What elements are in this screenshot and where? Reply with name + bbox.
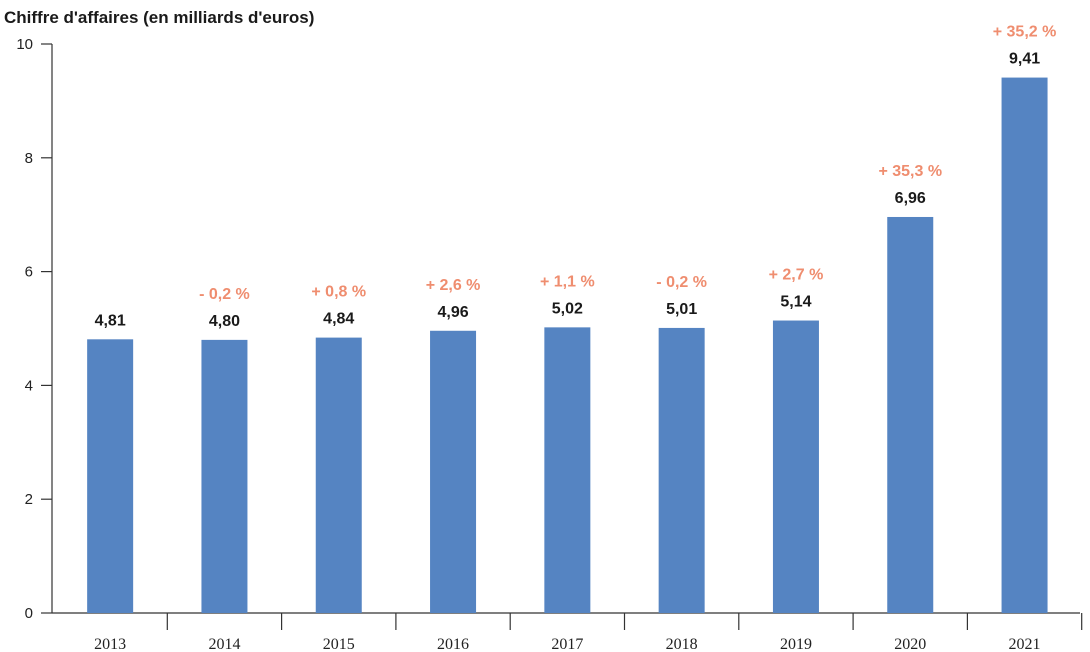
y-tick-label: 8 [25,150,33,167]
y-tick-label: 6 [25,264,33,281]
x-tick-label: 2017 [551,636,583,652]
x-tick-label: 2019 [780,636,812,652]
bar [430,330,477,613]
y-tick-label: 0 [25,605,33,622]
growth-label: + 35,3 % [878,163,942,180]
growth-label: + 1,1 % [540,273,595,290]
x-tick-label: 2013 [94,636,126,652]
x-tick-label: 2014 [208,636,240,652]
growth-label: - 0,2 % [199,286,250,303]
bar [87,339,134,613]
value-label: 6,96 [895,190,926,207]
value-label: 4,84 [323,311,354,328]
bar [201,339,248,613]
chart-title: Chiffre d'affaires (en milliards d'euros… [4,8,314,27]
value-label: 4,80 [209,313,240,330]
value-label: 5,14 [780,294,811,311]
growth-label: + 2,7 % [769,267,824,284]
growth-label: + 2,6 % [426,277,481,294]
value-label: 5,01 [666,301,697,318]
x-tick-label: 2020 [894,636,926,652]
bars [87,77,1048,614]
bar [658,327,705,613]
bar [772,320,819,613]
growth-label: - 0,2 % [656,274,707,291]
y-axis-ticks: 0 2 4 6 8 10 [16,36,52,622]
x-axis-ticks: 2013 2014 2015 2016 2017 2018 2019 2020 2021 [94,613,1083,652]
value-label: 9,41 [1009,51,1040,68]
value-label: 5,02 [552,300,583,317]
value-labels: 4,81 4,80 - 0,2 % 4,84 + 0,8 % 4,96 + 2,6 % 5,0… [95,24,1057,330]
bar [544,327,591,613]
growth-label: + 0,8 % [311,284,366,301]
value-label: 4,96 [437,304,468,321]
x-tick-label: 2016 [437,636,469,652]
x-tick-label: 2021 [1009,636,1041,652]
y-tick-label: 2 [25,491,33,508]
y-tick-label: 4 [25,377,33,394]
x-tick-label: 2018 [666,636,698,652]
x-tick-label: 2015 [323,636,355,652]
bar [887,216,934,613]
bar [315,337,362,613]
value-label: 4,81 [95,312,126,329]
growth-label: + 35,2 % [993,24,1057,41]
y-tick-label: 10 [16,36,33,53]
bar [1001,77,1048,614]
